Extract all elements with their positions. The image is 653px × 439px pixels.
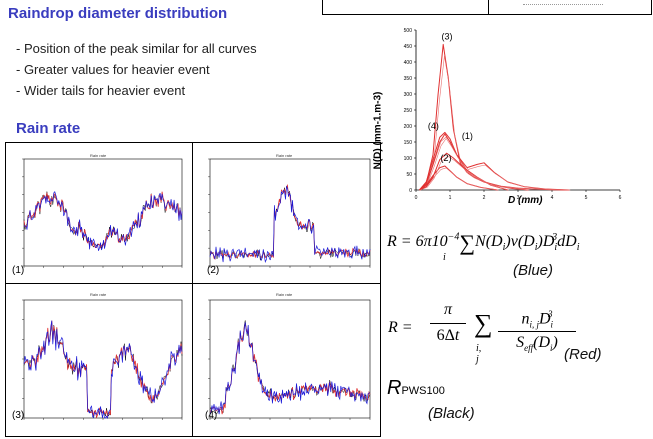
equation-black: RPWS100 bbox=[387, 377, 445, 400]
equation-black-sub: PWS100 bbox=[401, 385, 445, 397]
panel-label: (4) bbox=[205, 410, 218, 421]
curve-label: (4) bbox=[428, 121, 439, 131]
bullet-list: - Position of the peak similar for all c… bbox=[16, 38, 257, 101]
x-tick-label: 0 bbox=[415, 195, 418, 201]
nd-x-axis-label: D (mm) bbox=[508, 195, 543, 206]
bullet-item: - Wider tails for heavier event bbox=[16, 83, 186, 98]
y-tick-label: 500 bbox=[404, 28, 413, 34]
bullet-item: - Position of the peak similar for all c… bbox=[16, 41, 257, 56]
trace-blue bbox=[23, 320, 183, 420]
x-tick-label: 3 bbox=[517, 195, 520, 201]
trace-blue bbox=[209, 185, 371, 263]
trace-red bbox=[209, 183, 371, 260]
rain-rate-plot-4 bbox=[208, 299, 371, 420]
y-tick-label: 0 bbox=[409, 188, 412, 194]
equation-blue-lhs: R = 6π10 bbox=[387, 233, 448, 250]
plot-frame bbox=[23, 299, 183, 419]
rain-rate-plot-1 bbox=[22, 158, 183, 268]
series-line-secondary bbox=[420, 155, 510, 191]
plot-frame bbox=[23, 158, 183, 267]
panel-label: (2) bbox=[207, 265, 220, 276]
curve-label: (1) bbox=[462, 131, 473, 141]
series-line bbox=[419, 43, 570, 191]
y-tick-label: 300 bbox=[404, 92, 413, 98]
y-tick-label: 250 bbox=[404, 108, 413, 114]
nd-y-axis-label: N(D) (mm-1.m-3) bbox=[365, 80, 385, 190]
trace-blue bbox=[209, 322, 371, 415]
series-line-secondary bbox=[420, 138, 530, 191]
equation-blue-body: N(D bbox=[475, 233, 503, 250]
x-tick-label: 6 bbox=[619, 195, 622, 201]
drop-distribution-heading: Raindrop diameter distribution bbox=[8, 5, 228, 22]
y-tick-label: 350 bbox=[404, 76, 413, 82]
y-tick-label: 150 bbox=[404, 140, 413, 146]
series-line-secondary bbox=[420, 55, 571, 191]
trace-blue bbox=[23, 190, 183, 251]
top-image-frame bbox=[322, 0, 652, 15]
plot-frame bbox=[209, 299, 371, 419]
x-tick-label: 2 bbox=[483, 195, 486, 201]
equation-blue-exp: −4 bbox=[447, 231, 460, 243]
series-line-secondary bbox=[420, 136, 571, 191]
x-tick-label: 5 bbox=[585, 195, 588, 201]
y-tick-label: 100 bbox=[404, 156, 413, 162]
trace-red bbox=[209, 323, 371, 415]
equation-black-symbol: R bbox=[387, 377, 402, 399]
x-tick-label: 4 bbox=[551, 195, 554, 201]
rain-rate-plot-3 bbox=[22, 299, 183, 420]
x-tick-label: 1 bbox=[449, 195, 452, 201]
drop-size-distribution-chart: 0 50 100 150 200 250 300 350 400 450 500 0 1 2 3 4 5 6 (3)… bbox=[404, 28, 622, 201]
y-tick-label: 450 bbox=[404, 44, 413, 50]
panel-title: Rain rate bbox=[276, 292, 293, 297]
legend-red: (Red) bbox=[564, 346, 602, 363]
panel-title: Rain rate bbox=[90, 153, 107, 158]
trace-black bbox=[23, 322, 183, 419]
rain-rate-plot-2 bbox=[208, 158, 371, 268]
rain-rate-grid bbox=[5, 142, 381, 437]
legend-black: (Black) bbox=[428, 405, 475, 422]
panel-title: Rain rate bbox=[276, 153, 293, 158]
y-tick-label: 200 bbox=[404, 124, 413, 130]
panel-label: (3) bbox=[12, 410, 25, 421]
series-line-secondary bbox=[420, 167, 499, 191]
legend-blue: (Blue) bbox=[513, 262, 554, 279]
equation-red-lhs: R = bbox=[388, 319, 413, 336]
y-tick-label: 50 bbox=[406, 172, 412, 178]
equation-blue: R = 6π10−4∑N(Di)v(Di)Di3dDi i bbox=[387, 230, 580, 263]
bullet-item: - Greater values for heavier event bbox=[16, 62, 210, 77]
rain-rate-heading: Rain rate bbox=[16, 120, 81, 137]
curve-label: (2) bbox=[440, 153, 451, 163]
curve-label: (3) bbox=[442, 32, 453, 42]
panel-label: (1) bbox=[12, 265, 25, 276]
panel-title: Rain rate bbox=[90, 292, 107, 297]
nd-ylabel-text: N(D) (mm-1.m-3) bbox=[372, 91, 384, 170]
y-tick-label: 400 bbox=[404, 60, 413, 66]
